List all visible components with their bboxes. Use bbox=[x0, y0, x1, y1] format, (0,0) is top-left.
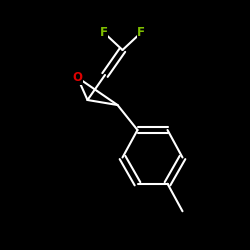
Text: F: F bbox=[100, 26, 108, 39]
Text: F: F bbox=[137, 26, 145, 39]
Text: O: O bbox=[72, 71, 83, 84]
